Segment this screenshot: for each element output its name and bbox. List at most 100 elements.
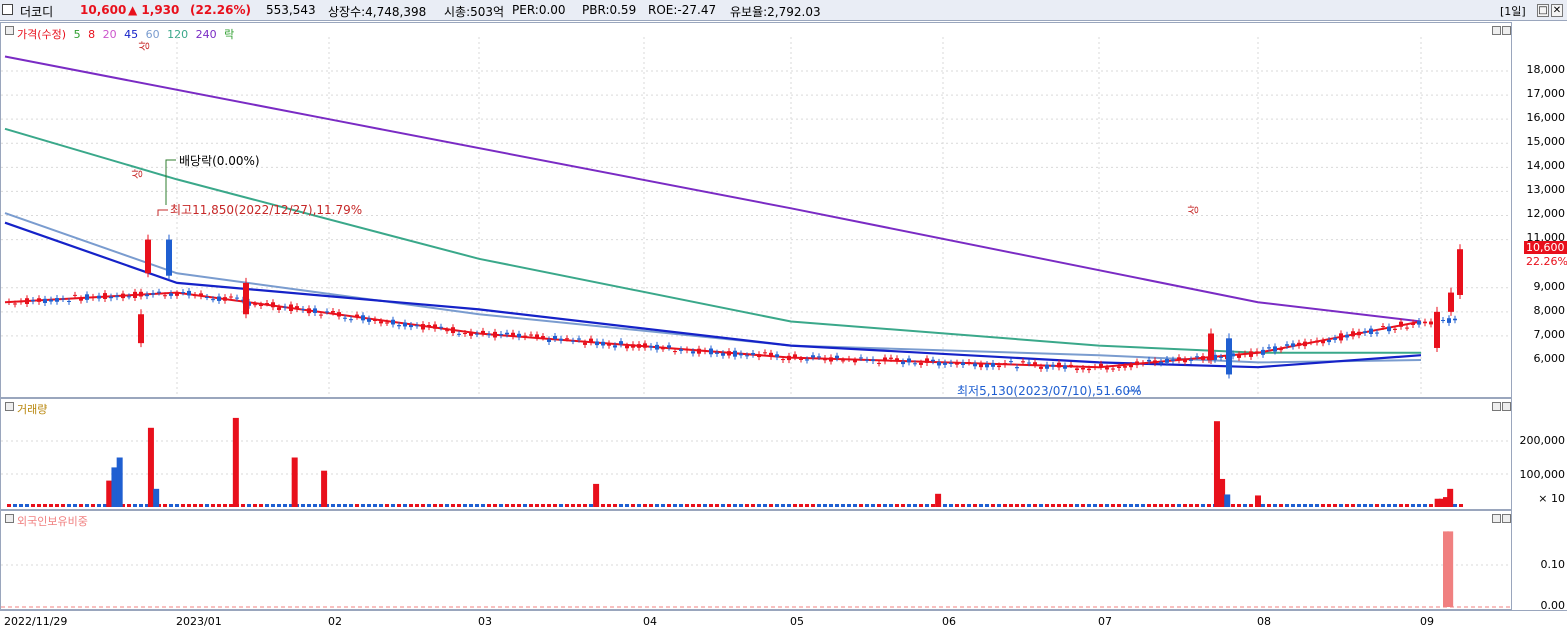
date-tick: 03: [478, 615, 492, 628]
legend-drop[interactable]: 락: [224, 28, 235, 41]
volume-bar: [517, 504, 521, 507]
candle-body: [799, 358, 803, 360]
volume-bar: [1224, 494, 1231, 507]
candle-body: [145, 294, 149, 297]
legend-ma240[interactable]: 240: [195, 28, 217, 41]
high-label: 최고11,850(2022/12/27),11.79%: [170, 203, 362, 217]
foreign-bar: [1443, 531, 1449, 607]
volume-bar: [1267, 504, 1271, 507]
legend-ma8[interactable]: 8: [88, 28, 96, 41]
volume-bar: [373, 504, 377, 507]
candle-body: [1003, 363, 1007, 365]
candle-body: [583, 342, 587, 345]
candle-body: [919, 362, 923, 365]
candle-body: [349, 319, 353, 321]
volume-bar: [211, 504, 215, 507]
volume-bar: [321, 470, 328, 507]
volume-bar: [1459, 504, 1463, 507]
legend-price[interactable]: 가격(수정): [17, 28, 67, 41]
volume-bar: [1033, 504, 1037, 507]
volume-menu-icon[interactable]: [5, 402, 14, 411]
price-tick: 7,000: [1533, 328, 1566, 341]
foreign-plot: [1, 531, 1511, 608]
candle-body: [997, 365, 1001, 368]
candle-body: [1457, 249, 1463, 295]
candle-body: [7, 301, 11, 303]
candle-body: [553, 335, 557, 339]
select-checkbox[interactable]: [2, 4, 13, 15]
candle-body: [955, 362, 959, 365]
volume-bar: [433, 504, 437, 507]
ma-line-240: [4, 55, 1422, 323]
pane-close-icon[interactable]: [1502, 26, 1511, 35]
legend-ma120[interactable]: 120: [167, 28, 189, 41]
candle-body: [1273, 346, 1277, 352]
volume-bar: [1405, 504, 1409, 507]
volume-bar: [1153, 504, 1157, 507]
volume-bar: [265, 504, 269, 507]
volume-bar: [163, 504, 167, 507]
legend-ma20[interactable]: 20: [102, 28, 117, 41]
foreign-menu-icon[interactable]: [5, 514, 14, 523]
close-icon[interactable]: ✕: [1551, 4, 1563, 17]
volume-bar: [481, 504, 485, 507]
candle-body: [243, 282, 249, 315]
date-tick: 06: [942, 615, 956, 628]
volume-bar: [1291, 504, 1295, 507]
price-tick: 6,000: [1533, 352, 1566, 365]
volume-bar: [409, 504, 413, 507]
candle-body: [1333, 337, 1337, 340]
volume-bar: [577, 504, 581, 507]
pane-menu-icon[interactable]: [5, 26, 14, 35]
volume-close-icon[interactable]: [1502, 402, 1511, 411]
volume-bar: [1351, 504, 1355, 507]
candle-body: [523, 335, 527, 338]
legend-ma45[interactable]: 45: [124, 28, 139, 41]
volume-bar: [1363, 504, 1367, 507]
volume-bar: [865, 504, 869, 507]
candle-body: [133, 291, 137, 298]
legend-ma5[interactable]: 5: [73, 28, 81, 41]
candle-body: [1039, 366, 1043, 369]
volume-bar: [973, 504, 977, 507]
volume-bar: [535, 504, 539, 507]
candle-body: [1069, 364, 1073, 366]
legend-ma60[interactable]: 60: [145, 28, 160, 41]
candle-body: [1165, 359, 1169, 363]
volume-bar: [511, 504, 515, 507]
volume-bar: [379, 504, 383, 507]
candle-body: [631, 344, 635, 348]
period-selector[interactable]: [1일]: [1500, 5, 1526, 18]
candle-body: [505, 332, 509, 335]
price-tick: 11,000: [1526, 231, 1566, 244]
volume-bar: [751, 504, 755, 507]
candle-body: [721, 353, 725, 356]
volume-bar: [655, 504, 659, 507]
foreign-legend[interactable]: 외국인보유비중: [17, 515, 88, 528]
candle-body: [169, 293, 173, 296]
candle-body: [439, 326, 443, 328]
candle-body: [1219, 356, 1223, 358]
volume-axis: 200,000 100,000 × 10: [1512, 398, 1567, 510]
date-tick: 2023/01: [176, 615, 222, 628]
volume-bar: [1339, 504, 1343, 507]
price-tick: 12,000: [1526, 207, 1566, 220]
foreign-minimize-icon[interactable]: [1492, 514, 1501, 523]
candle-body: [1123, 366, 1127, 368]
volume-tick: 200,000: [1519, 434, 1566, 447]
candle-body: [115, 295, 119, 298]
volume-bar: [1105, 504, 1109, 507]
pane-minimize-icon[interactable]: [1492, 26, 1501, 35]
volume-bar: [847, 504, 851, 507]
maximize-icon[interactable]: □: [1537, 4, 1549, 17]
volume-minimize-icon[interactable]: [1492, 402, 1501, 411]
volume-bar: [187, 504, 191, 507]
volume-bar: [25, 504, 29, 507]
volume-bar: [463, 504, 467, 507]
volume-bar: [679, 504, 683, 507]
foreign-close-icon[interactable]: [1502, 514, 1511, 523]
candle-body: [625, 345, 629, 349]
volume-legend[interactable]: 거래량: [17, 403, 48, 416]
candle-body: [925, 358, 929, 363]
candle-body: [1339, 333, 1343, 341]
